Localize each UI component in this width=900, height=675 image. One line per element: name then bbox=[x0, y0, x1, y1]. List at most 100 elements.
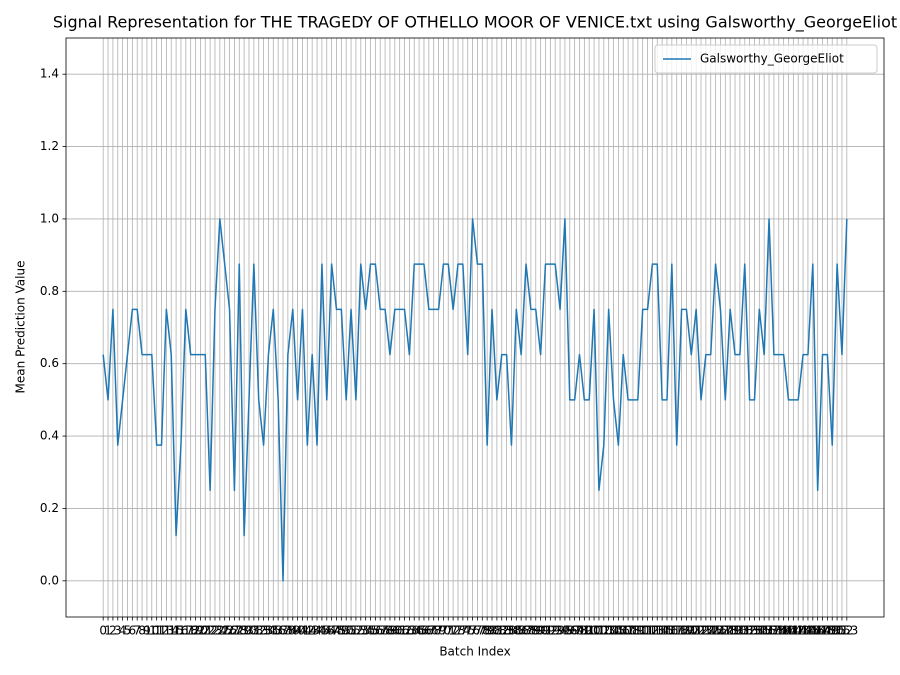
x-tick-label: 52 bbox=[348, 624, 363, 638]
legend-box bbox=[654, 44, 878, 74]
x-tick-label: 3 bbox=[114, 624, 122, 638]
x-tick-label: 84 bbox=[504, 624, 519, 638]
x-tick-label: 152 bbox=[831, 624, 854, 638]
x-tick-label: 82 bbox=[494, 624, 509, 638]
x-tick-label: 103 bbox=[592, 624, 615, 638]
y-tick-label: 0.2 bbox=[40, 501, 59, 515]
x-tick-label: 78 bbox=[475, 624, 490, 638]
x-tick-label: 19 bbox=[188, 624, 203, 638]
x-tick-label: 54 bbox=[358, 624, 373, 638]
x-tick-label: 139 bbox=[767, 624, 790, 638]
x-tick-label: 96 bbox=[562, 624, 577, 638]
x-tick-label: 128 bbox=[714, 624, 737, 638]
x-tick-label: 120 bbox=[675, 624, 698, 638]
x-tick-label: 122 bbox=[685, 624, 708, 638]
x-tick-label: 116 bbox=[656, 624, 679, 638]
x-tick-label: 9 bbox=[143, 624, 151, 638]
x-tick-label: 134 bbox=[743, 624, 766, 638]
legend-label: Galsworthy_GeorgeEliot bbox=[700, 52, 844, 66]
x-tick-label: 75 bbox=[460, 624, 475, 638]
x-tick-label: 43 bbox=[305, 624, 320, 638]
x-tick-label: 51 bbox=[343, 624, 358, 638]
y-tick-label: 0.8 bbox=[40, 284, 59, 298]
x-tick-label: 37 bbox=[275, 624, 290, 638]
x-tick-label: 36 bbox=[271, 624, 286, 638]
x-tick-label: 147 bbox=[806, 624, 829, 638]
x-tick-label: 88 bbox=[523, 624, 538, 638]
x-tick-label: 65 bbox=[411, 624, 426, 638]
x-tick-label: 58 bbox=[377, 624, 392, 638]
x-tick-label: 57 bbox=[373, 624, 388, 638]
x-tick-label: 46 bbox=[319, 624, 334, 638]
x-tick-label: 146 bbox=[801, 624, 824, 638]
x-tick-label: 92 bbox=[543, 624, 558, 638]
x-tick-label: 8 bbox=[138, 624, 146, 638]
x-tick-label: 106 bbox=[607, 624, 630, 638]
x-tick-label: 44 bbox=[309, 624, 324, 638]
x-tick-label: 18 bbox=[183, 624, 198, 638]
x-tick-label: 121 bbox=[680, 624, 703, 638]
x-tick-label: 53 bbox=[353, 624, 368, 638]
x-tick-label: 17 bbox=[178, 624, 193, 638]
x-tick-label: 129 bbox=[719, 624, 742, 638]
x-tick-label: 93 bbox=[548, 624, 563, 638]
x-tick-label: 32 bbox=[251, 624, 266, 638]
x-tick-label: 50 bbox=[339, 624, 354, 638]
axes-frame bbox=[65, 37, 885, 618]
x-axis-label: Batch Index bbox=[439, 645, 510, 659]
x-tick-label: 85 bbox=[509, 624, 524, 638]
x-tick-label: 30 bbox=[241, 624, 256, 638]
x-tick-label: 137 bbox=[758, 624, 781, 638]
x-tick-label: 112 bbox=[636, 624, 659, 638]
x-tick-label: 151 bbox=[826, 624, 849, 638]
x-tick-label: 95 bbox=[557, 624, 572, 638]
x-tick-label: 144 bbox=[792, 624, 815, 638]
x-tick-label: 86 bbox=[514, 624, 529, 638]
x-tick-label: 142 bbox=[782, 624, 805, 638]
y-tick-label: 1.0 bbox=[40, 211, 59, 225]
x-tick-label: 67 bbox=[421, 624, 436, 638]
x-tick-label: 62 bbox=[397, 624, 412, 638]
x-tick-label: 98 bbox=[572, 624, 587, 638]
x-tick-label: 20 bbox=[193, 624, 208, 638]
x-tick-label: 124 bbox=[694, 624, 717, 638]
x-tick-label: 102 bbox=[587, 624, 610, 638]
x-tick-label: 138 bbox=[762, 624, 785, 638]
x-tick-label: 110 bbox=[626, 624, 649, 638]
x-tick-label: 47 bbox=[324, 624, 339, 638]
x-tick-label: 115 bbox=[651, 624, 674, 638]
x-tick-label: 24 bbox=[212, 624, 227, 638]
x-tick-label: 150 bbox=[821, 624, 844, 638]
x-tick-label: 80 bbox=[484, 624, 499, 638]
x-tick-label: 59 bbox=[382, 624, 397, 638]
x-tick-label: 153 bbox=[835, 624, 858, 638]
x-tick-label: 100 bbox=[578, 624, 601, 638]
x-tick-label: 127 bbox=[709, 624, 732, 638]
x-tick-label: 60 bbox=[387, 624, 402, 638]
x-tick-label: 90 bbox=[533, 624, 548, 638]
x-tick-label: 39 bbox=[285, 624, 300, 638]
x-tick-label: 107 bbox=[612, 624, 635, 638]
x-tick-label: 83 bbox=[499, 624, 514, 638]
x-tick-label: 45 bbox=[314, 624, 329, 638]
x-tick-label: 141 bbox=[777, 624, 800, 638]
x-tick-label: 13 bbox=[159, 624, 174, 638]
x-tick-label: 81 bbox=[489, 624, 504, 638]
x-tick-label: 119 bbox=[670, 624, 693, 638]
x-tick-label: 42 bbox=[300, 624, 315, 638]
x-tick-label: 4 bbox=[119, 624, 127, 638]
x-tick-label: 31 bbox=[246, 624, 261, 638]
x-tick-label: 131 bbox=[728, 624, 751, 638]
x-tick-label: 118 bbox=[665, 624, 688, 638]
x-tick-label: 22 bbox=[202, 624, 217, 638]
x-tick-label: 69 bbox=[431, 624, 446, 638]
x-tick-label: 63 bbox=[402, 624, 417, 638]
x-tick-label: 55 bbox=[363, 624, 378, 638]
x-tick-label: 97 bbox=[567, 624, 582, 638]
x-tick-label: 71 bbox=[441, 624, 456, 638]
chart-title: Signal Representation for THE TRAGEDY OF… bbox=[53, 13, 897, 33]
x-tick-label: 117 bbox=[660, 624, 683, 638]
x-tick-label: 94 bbox=[552, 624, 567, 638]
x-tick-label: 136 bbox=[753, 624, 776, 638]
